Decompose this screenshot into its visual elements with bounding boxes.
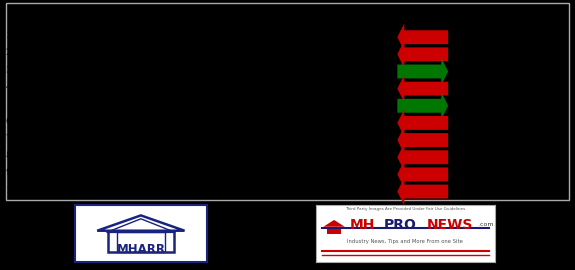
Text: MH: MH	[350, 218, 375, 232]
Text: Industry News, Tips and More From one Site: Industry News, Tips and More From one Si…	[347, 239, 463, 244]
Polygon shape	[323, 220, 345, 227]
Text: 2018: 2018	[485, 14, 510, 22]
Text: 376: 376	[242, 151, 260, 160]
Text: 10.: 10.	[6, 185, 21, 195]
Text: 35,350 homes: 35,350 homes	[116, 66, 183, 75]
Text: 3,695: 3,695	[328, 48, 355, 58]
Text: 99,718 homes: 99,718 homes	[116, 31, 183, 40]
Text: State: State	[37, 14, 64, 22]
Text: 3,613: 3,613	[328, 134, 355, 143]
Text: 4.: 4.	[6, 83, 15, 92]
Text: 20,097 homes: 20,097 homes	[116, 134, 183, 143]
Text: 9.: 9.	[6, 168, 15, 177]
Text: Cumulative: Cumulative	[116, 14, 174, 22]
Text: 358: 358	[242, 168, 260, 177]
Text: California: California	[37, 117, 85, 126]
Text: 2019: 2019	[329, 14, 355, 22]
Text: 4,340: 4,340	[483, 48, 510, 58]
Text: 469: 469	[242, 100, 260, 109]
Text: 15,538 homes: 15,538 homes	[116, 185, 183, 195]
Text: 2,395: 2,395	[482, 185, 510, 195]
Text: 2,910: 2,910	[328, 151, 355, 160]
Text: 1,546: 1,546	[237, 31, 264, 40]
Text: 8.: 8.	[6, 151, 15, 160]
Text: 3,846: 3,846	[483, 100, 510, 109]
Text: Alabama: Alabama	[37, 83, 79, 92]
Text: 23,857 homes: 23,857 homes	[116, 83, 183, 92]
Text: 16,143: 16,143	[477, 31, 510, 40]
Text: 20,571 homes: 20,571 homes	[116, 117, 183, 126]
Text: PRO: PRO	[384, 218, 417, 232]
Text: 2,246: 2,246	[328, 185, 355, 195]
Text: 3,370: 3,370	[483, 117, 510, 126]
Text: Florida: Florida	[37, 66, 71, 75]
Text: N.C.: N.C.	[37, 100, 58, 109]
Text: 3,820: 3,820	[483, 83, 510, 92]
Text: 4,038: 4,038	[328, 100, 355, 109]
Text: Tennessee: Tennessee	[37, 185, 87, 195]
Text: Kentucky: Kentucky	[37, 168, 82, 177]
Text: 273: 273	[242, 185, 260, 195]
Text: 35,888 homes: 35,888 homes	[116, 48, 183, 58]
Text: Texas: Texas	[37, 31, 64, 40]
Text: 441: 441	[242, 48, 260, 58]
Text: 17,836 homes: 17,836 homes	[116, 168, 183, 177]
Text: 20,036 homes: 20,036 homes	[116, 151, 183, 160]
Text: Mississippi: Mississippi	[37, 151, 90, 160]
Text: 5.: 5.	[6, 100, 15, 109]
Text: 6.: 6.	[6, 117, 15, 126]
Text: 23,377 homes: 23,377 homes	[116, 100, 183, 109]
Text: 418: 418	[242, 134, 260, 143]
Polygon shape	[327, 227, 341, 234]
Text: 1.: 1.	[6, 31, 15, 40]
Text: 3,119: 3,119	[483, 151, 510, 160]
Text: 2,421: 2,421	[483, 168, 510, 177]
Text: 3.: 3.	[6, 66, 15, 75]
Text: .com: .com	[478, 222, 494, 227]
Text: 2.: 2.	[6, 48, 15, 58]
Text: 5,994: 5,994	[482, 66, 510, 75]
Text: 3,388: 3,388	[328, 83, 355, 92]
Text: 720: 720	[242, 66, 260, 75]
Text: Third Party Images Are Provided Under Fair Use Guidelines: Third Party Images Are Provided Under Fa…	[345, 207, 466, 211]
Text: 3,368: 3,368	[328, 117, 355, 126]
Text: 405: 405	[242, 83, 260, 92]
Text: 7.: 7.	[6, 134, 15, 143]
Text: 341: 341	[242, 117, 260, 126]
Text: Louisiana: Louisiana	[37, 48, 83, 58]
Text: 3,862: 3,862	[483, 134, 510, 143]
Text: 2,318: 2,318	[328, 168, 355, 177]
Text: 13,211: 13,211	[322, 31, 355, 40]
Text: MHARR: MHARR	[116, 243, 166, 256]
Text: Michigan: Michigan	[37, 134, 82, 143]
Text: Current Month (Oct. 2019): Current Month (Oct. 2019)	[182, 14, 320, 22]
Text: NEWS: NEWS	[427, 218, 473, 232]
Text: 6,690: 6,690	[328, 66, 355, 75]
